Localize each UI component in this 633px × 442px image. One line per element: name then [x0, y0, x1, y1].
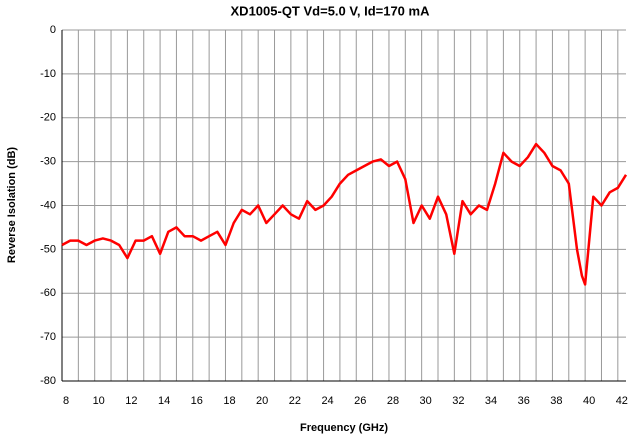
x-tick-label: 20 — [256, 395, 268, 407]
y-tick-label: -40 — [40, 199, 56, 211]
x-tick-label: 16 — [191, 395, 203, 407]
y-tick-label: -60 — [40, 287, 56, 299]
x-tick-label: 34 — [485, 395, 497, 407]
x-tick-label: 38 — [550, 395, 562, 407]
x-tick-label: 28 — [387, 395, 399, 407]
x-tick-label: 40 — [583, 395, 595, 407]
chart-title: XD1005-QT Vd=5.0 V, Id=170 mA — [231, 3, 431, 18]
x-tick-label: 24 — [321, 395, 333, 407]
x-tick-label: 26 — [354, 395, 366, 407]
y-axis-label: Reverse Isolation (dB) — [6, 147, 18, 263]
y-tick-label: -80 — [40, 375, 56, 387]
x-tick-label: 8 — [63, 395, 69, 407]
x-tick-label: 22 — [289, 395, 301, 407]
data-line — [61, 142, 628, 286]
x-axis-label: Frequency (GHz) — [300, 422, 388, 434]
x-tick-label: 12 — [125, 395, 137, 407]
y-tick-label: -70 — [40, 331, 56, 343]
y-tick-label: -20 — [40, 112, 56, 124]
x-tick-label: 32 — [452, 395, 464, 407]
x-tick-label: 10 — [93, 395, 105, 407]
x-tick-label: 14 — [158, 395, 170, 407]
x-tick-label: 30 — [420, 395, 432, 407]
y-tick-label: -50 — [40, 243, 56, 255]
y-tick-label: -30 — [40, 156, 56, 168]
x-tick-label: 42 — [616, 395, 628, 407]
x-tick-label: 36 — [518, 395, 530, 407]
y-tick-label: 0 — [50, 24, 56, 36]
x-tick-label: 18 — [223, 395, 235, 407]
y-tick-label: -10 — [40, 68, 56, 80]
